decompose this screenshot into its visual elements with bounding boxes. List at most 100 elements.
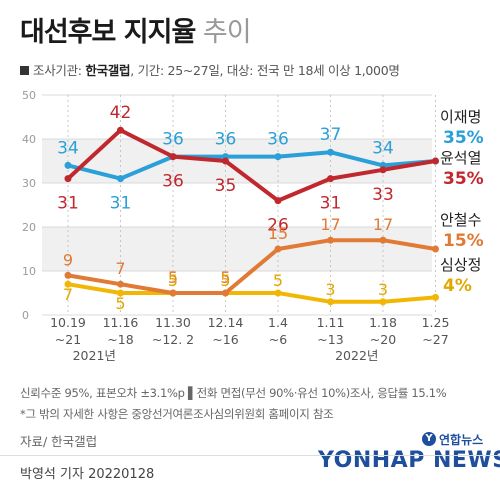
legend-name: 심상정 [440,256,481,274]
data-label: 26 [267,216,289,236]
x-tick-label: 11.30 [155,315,191,330]
reporter-date: 박영석 기자 20220128 [20,467,155,482]
chart-title: 대선후보 지지율 추이 [20,10,252,49]
data-point [222,289,229,297]
data-point [64,175,72,183]
data-point [274,153,282,161]
x-tick-label: 1.4 [268,315,288,330]
survey-org: 한국갤럽 [85,63,131,78]
series-lines [64,126,439,306]
survey-info: 조사기관: 한국갤럽, 기간: 25~27일, 대상: 전국 만 18세 이상 … [20,60,400,79]
y-tick-label: 50 [22,89,36,102]
legend-value: 15% [443,231,484,251]
title-bold: 대선후보 지지율 [20,17,196,48]
data-point [274,197,282,205]
background-bands [42,139,432,271]
data-label: 3 [378,280,388,299]
x-tick-label: ~12. 2 [152,332,194,347]
data-point [117,280,124,288]
data-label: 5 [168,271,178,290]
data-label: 3 [325,280,335,299]
data-point [327,298,334,306]
x-tick-label: ~27 [422,332,448,347]
year-label: 2021년 [73,348,116,363]
x-tick-label: ~16 [212,332,238,347]
legend-name: 윤석열 [440,149,481,167]
year-label: 2022년 [335,348,378,363]
x-tick-label: 1.25 [422,315,450,330]
square-bullet-icon [20,66,29,75]
title-light: 추이 [202,17,252,48]
data-point [274,245,282,253]
yonhap-english: YONHAP NEWS [318,448,500,473]
data-label: 7 [63,285,73,304]
data-point [379,166,387,174]
series-line [66,128,438,203]
data-label: 9 [63,250,73,269]
y-tick-label: 40 [22,133,36,146]
data-point [117,126,124,134]
data-label: 7 [115,259,125,278]
data-point [432,245,439,253]
data-label: 15 [268,224,288,243]
notes: 신뢰수준 95%, 표본오차 ±3.1%p ▌전화 면접(무선 90%·유선 1… [20,383,447,425]
data-point [64,280,72,288]
x-tick-label: ~6 [269,332,287,347]
byline: 박영석 기자 20220128 [0,455,500,487]
x-tick-label: 11.16 [103,315,139,330]
yonhap-badge-icon: Y [422,432,436,446]
data-point [117,175,124,183]
yonhap-korean: 연합뉴스 [439,433,484,447]
x-tick-label: ~21 [55,332,81,347]
data-label: 34 [57,138,79,158]
data-label: 35 [215,176,237,196]
data-label: 36 [162,130,184,150]
series-line [66,150,438,181]
data-point [64,161,72,169]
data-label: 36 [267,130,289,150]
x-tick-label: 12.14 [208,315,244,330]
data-label: 31 [110,194,132,214]
data-point [169,289,177,297]
legend-value: 35% [443,169,484,189]
survey-label: 조사기관: [33,63,82,78]
data-label: 36 [215,130,237,150]
data-label: 34 [372,138,394,158]
background-band [42,227,432,271]
data-point [432,157,439,165]
x-axis: 10.19 ~21 11.16 ~18 11.30 ~12. 2 12.14 ~16 1.4 ~6… [50,315,449,363]
yonhap-logo: Y 연합뉴스 YONHAP NEWS [318,428,500,478]
x-tick-label: 1.11 [317,315,345,330]
data-label: 31 [320,194,342,214]
data-label: 17 [373,215,393,234]
x-tick-label: ~13 [317,332,343,347]
data-label: 36 [162,172,184,192]
x-tick-label: ~18 [107,332,133,347]
data-point [327,175,334,183]
legend-value: 4% [443,276,472,296]
data-label: 5 [220,268,230,287]
data-point [432,293,439,301]
x-tick-label: ~20 [370,332,396,347]
source: 자료/ 한국갤럽 [20,434,98,449]
data-label: 5 [220,271,230,290]
data-label: 5 [115,294,125,313]
x-tick-label: 1.18 [369,315,397,330]
data-point [274,289,282,297]
note-line-1: 신뢰수준 95%, 표본오차 ±3.1%p ▌전화 면접(무선 90%·유선 1… [20,386,447,400]
legend-value: 35% [443,128,484,148]
data-point [117,289,124,297]
data-point [379,236,387,244]
y-tick-label: 10 [22,265,36,278]
data-point [222,157,229,165]
data-point [327,148,334,156]
data-label: 31 [57,194,79,214]
data-label: 42 [110,103,132,123]
y-tick-label: 0 [22,309,29,322]
data-point [169,153,177,161]
series-line [66,238,438,295]
y-tick-label: 30 [22,177,36,190]
legend-name: 이재명 [440,108,481,126]
